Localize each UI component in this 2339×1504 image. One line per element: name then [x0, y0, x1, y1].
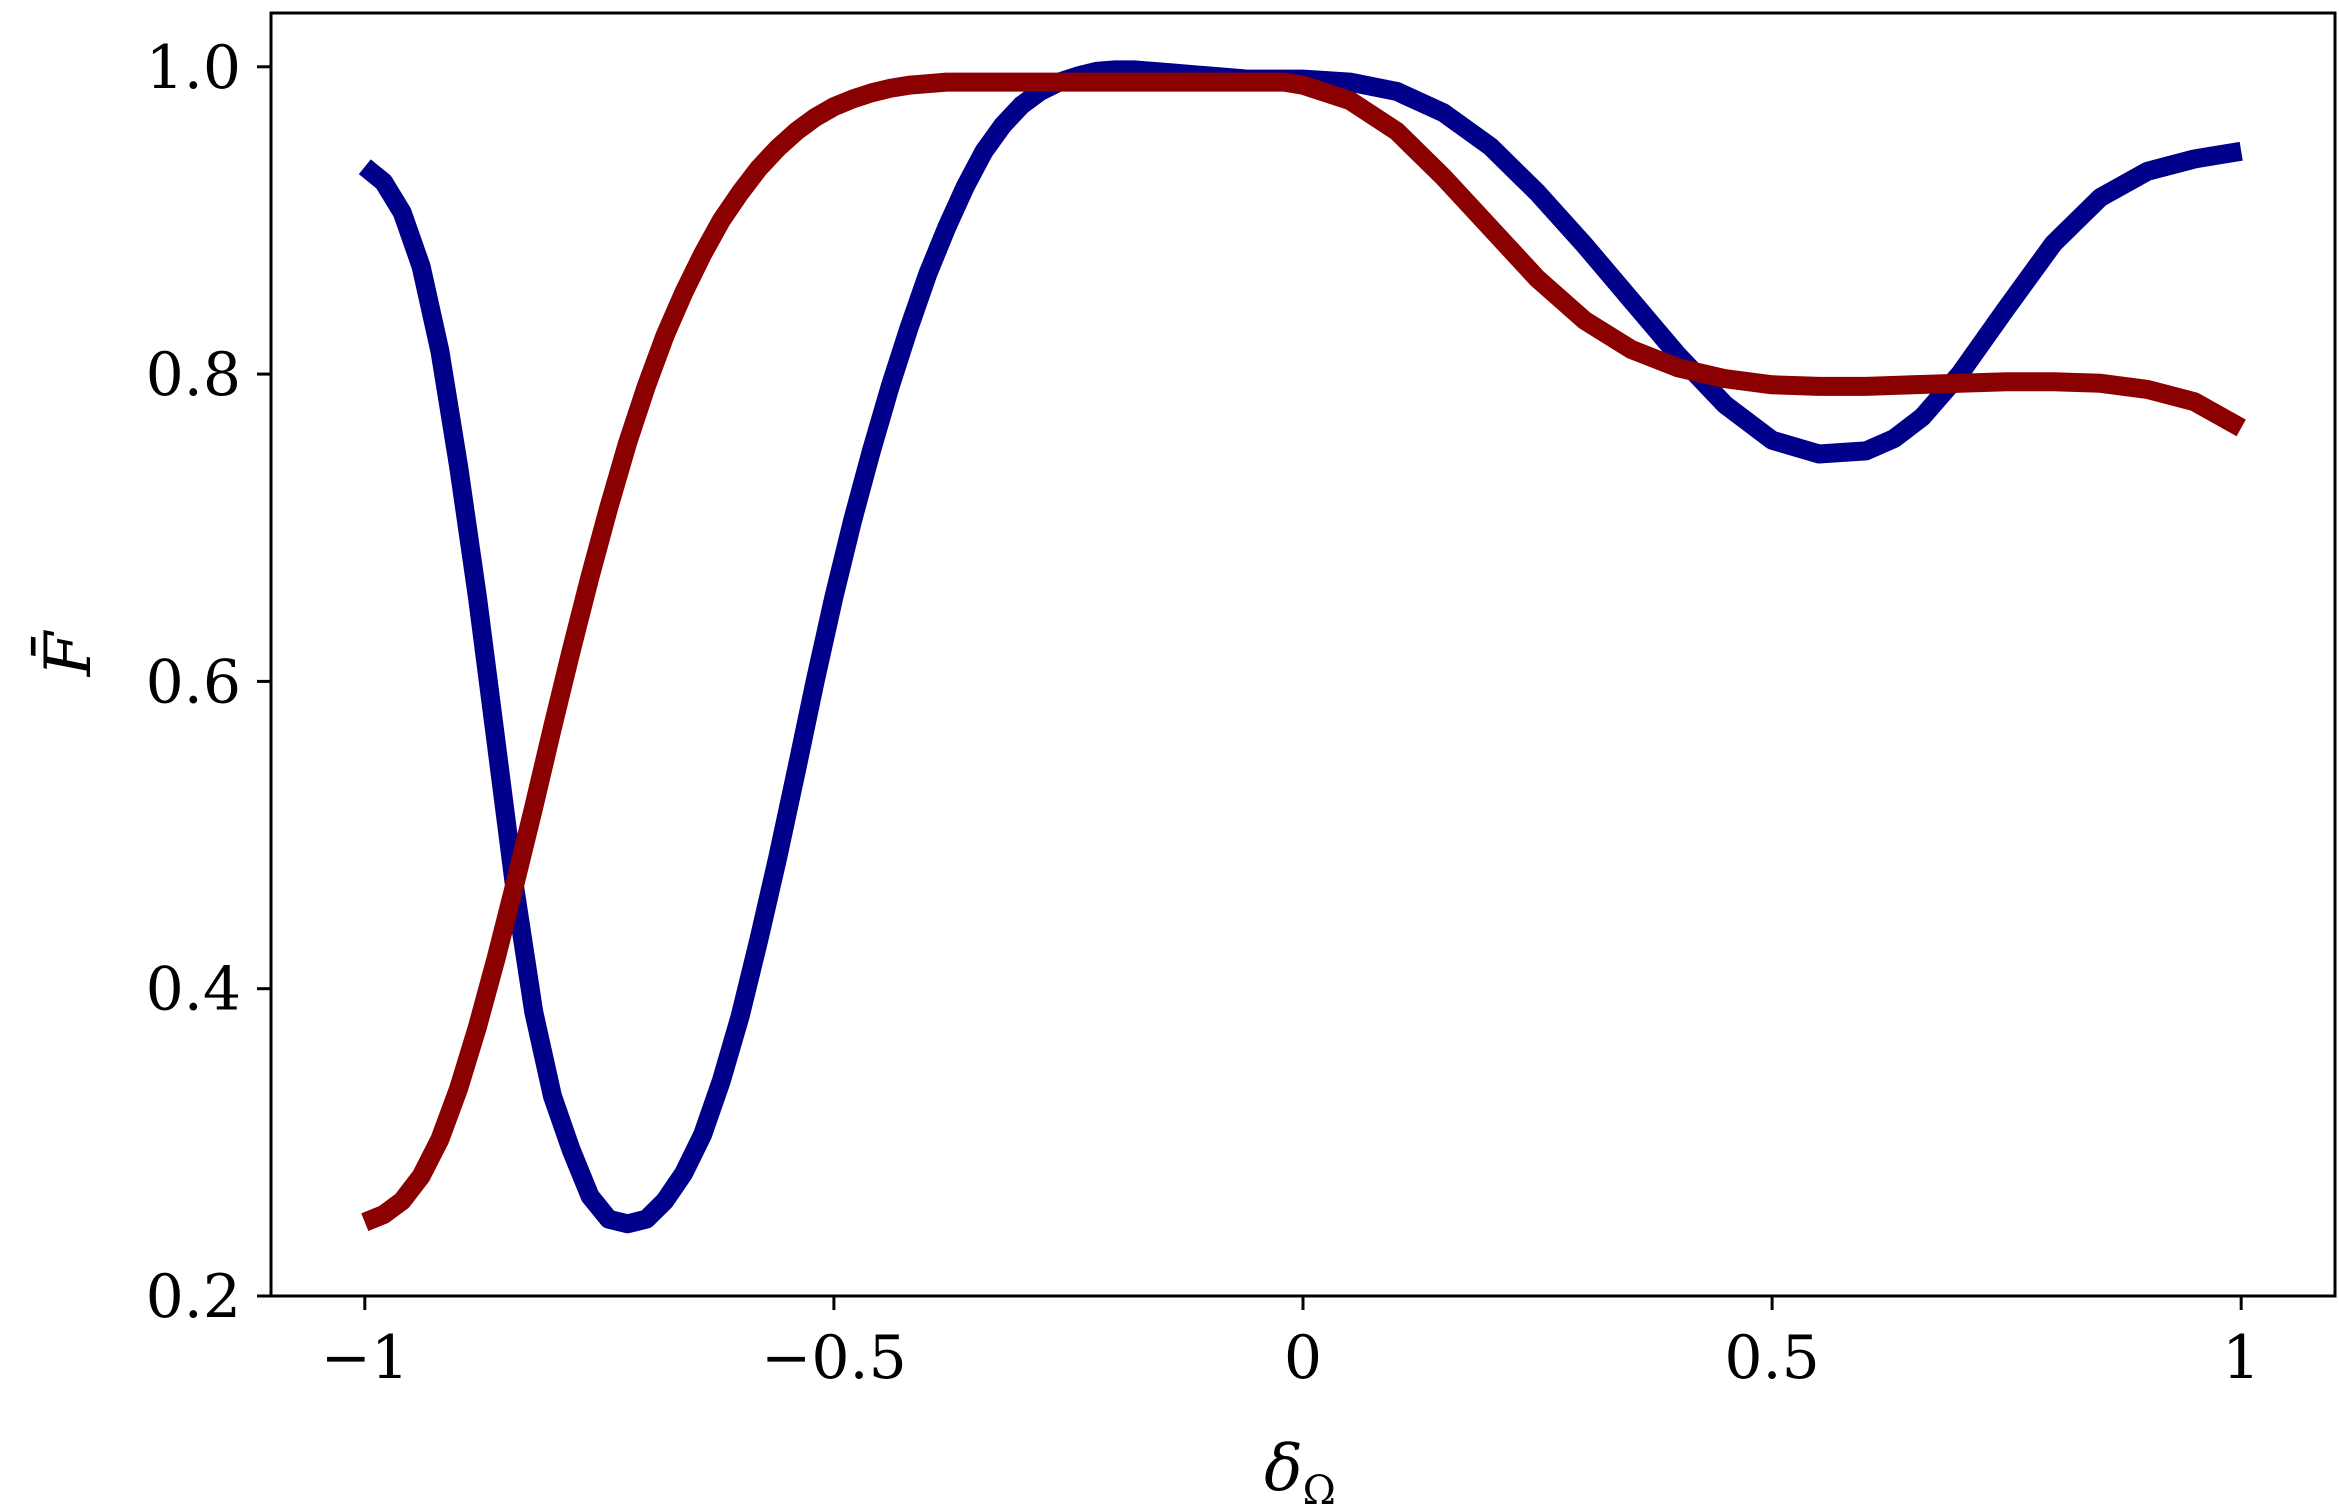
y-tick-label: 0.4 — [146, 955, 241, 1025]
x-tick-label: 0 — [1284, 1323, 1322, 1393]
y-tick-label: 1.0 — [146, 33, 241, 103]
plot-background — [271, 13, 2335, 1296]
x-tick-label: 1 — [2222, 1323, 2260, 1393]
y-tick-label: 0.8 — [146, 340, 241, 410]
x-axis-ticks: −1 −0.5 0 0.5 1 — [321, 1296, 2260, 1393]
x-axis-label-main: δ — [1264, 1432, 1303, 1504]
series-line-2 — [361, 72, 2246, 1232]
y-axis-ticks: 0.2 0.4 0.6 0.8 1.0 — [146, 33, 271, 1332]
y-tick-label: 0.6 — [146, 647, 241, 717]
x-axis-label-subscript: Ω — [1303, 1468, 1336, 1504]
x-tick-label: 0.5 — [1724, 1323, 1819, 1393]
y-axis-label: F̄ — [30, 629, 106, 677]
x-tick-label: −0.5 — [761, 1323, 907, 1393]
x-axis-label: δΩ — [1264, 1432, 1336, 1504]
plot-frame — [269, 11, 2337, 1298]
y-tick-label: 0.2 — [146, 1262, 241, 1332]
x-tick-label: −1 — [321, 1323, 409, 1393]
series-layer — [358, 60, 2246, 1234]
